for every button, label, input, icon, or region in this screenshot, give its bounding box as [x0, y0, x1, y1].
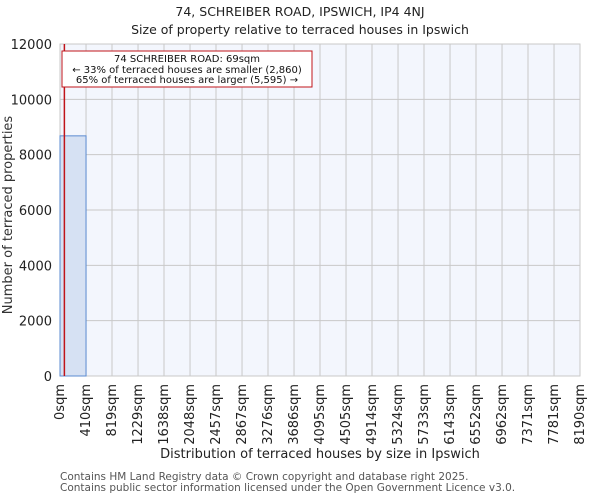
y-tick-label: 4000 [19, 259, 52, 274]
x-tick-label: 410sqm [79, 384, 94, 437]
x-tick-label: 2457sqm [209, 384, 224, 445]
x-axis-ticks: 0sqm 410sqm 819sqm 1229sqm 1638sqm 2048sqm 245… [53, 384, 588, 445]
x-tick-label: 819sqm [105, 384, 120, 437]
annotation-box: 74 SCHREIBER ROAD: 69sqm ← 33% of terrac… [61, 50, 313, 88]
x-tick-label: 4095sqm [313, 384, 328, 445]
x-tick-label: 1229sqm [131, 384, 146, 445]
x-tick-label: 8190sqm [573, 384, 588, 445]
x-tick-label: 2048sqm [183, 384, 198, 445]
y-tick-label: 8000 [19, 149, 52, 164]
y-tick-label: 12000 [11, 38, 52, 53]
y-tick-label: 6000 [19, 204, 52, 219]
x-tick-label: 1638sqm [157, 384, 172, 445]
y-tick-label: 10000 [11, 93, 52, 108]
x-tick-label: 6962sqm [495, 384, 510, 445]
x-tick-label: 6552sqm [469, 384, 484, 445]
annotation-line-2: ← 33% of terraced houses are smaller (2,… [72, 65, 302, 76]
footer-attribution-2: Contains public sector information licen… [60, 482, 516, 494]
x-tick-label: 7371sqm [521, 384, 536, 445]
chart-subtitle: Size of property relative to terraced ho… [131, 22, 469, 37]
y-tick-label: 2000 [19, 315, 52, 330]
grid-lines [59, 43, 581, 377]
y-axis-ticks: 0 2000 4000 6000 8000 10000 12000 [11, 38, 52, 385]
x-tick-label: 3276sqm [261, 384, 276, 445]
annotation-line-1: 74 SCHREIBER ROAD: 69sqm [114, 54, 260, 65]
y-axis-label: Number of terraced properties [1, 116, 16, 315]
x-tick-label: 5324sqm [391, 384, 406, 445]
x-tick-label: 3686sqm [287, 384, 302, 445]
chart-title: 74, SCHREIBER ROAD, IPSWICH, IP4 4NJ [175, 4, 425, 19]
annotation-frame [61, 50, 313, 88]
x-tick-label: 4914sqm [365, 384, 380, 445]
x-tick-label: 6143sqm [443, 384, 458, 445]
x-tick-label: 4505sqm [339, 384, 354, 445]
x-axis-label: Distribution of terraced houses by size … [160, 447, 480, 462]
x-tick-label: 5733sqm [417, 384, 432, 445]
y-tick-label: 0 [44, 370, 52, 385]
x-tick-label: 0sqm [53, 384, 68, 420]
annotation-line-3: 65% of terraced houses are larger (5,595… [76, 75, 298, 86]
x-tick-label: 2867sqm [235, 384, 250, 445]
footer-attribution-1: Contains HM Land Registry data © Crown c… [60, 471, 469, 483]
x-tick-label: 7781sqm [547, 384, 562, 445]
